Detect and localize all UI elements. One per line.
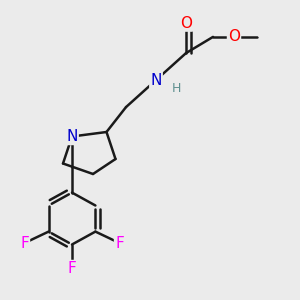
Text: F: F	[68, 261, 76, 276]
Text: methoxy: methoxy	[258, 36, 264, 37]
Text: N: N	[66, 129, 78, 144]
Text: F: F	[20, 236, 29, 250]
Text: N: N	[150, 73, 162, 88]
Text: H: H	[172, 82, 181, 95]
Text: O: O	[228, 29, 240, 44]
Text: O: O	[180, 16, 192, 31]
Text: F: F	[115, 236, 124, 250]
